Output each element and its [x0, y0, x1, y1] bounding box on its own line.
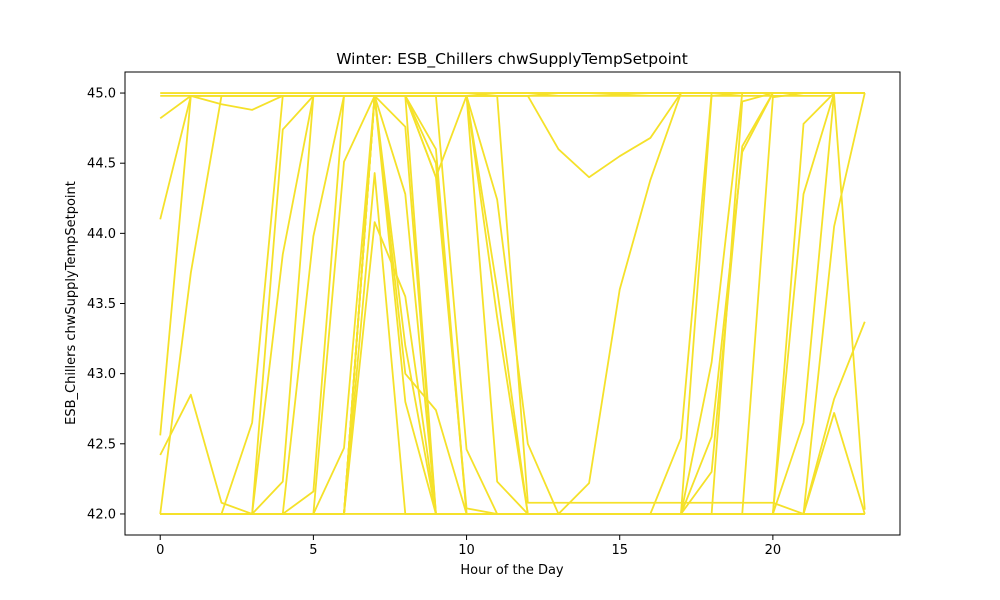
y-tick-label: 42.0 — [87, 507, 116, 522]
y-tick-label: 44.5 — [87, 157, 116, 172]
y-tick-label: 44.0 — [87, 227, 116, 242]
series-lines — [159, 92, 866, 515]
x-tick-label: 0 — [156, 543, 164, 558]
y-tick-label: 42.5 — [87, 437, 116, 452]
y-axis: 42.0 42.5 43.0 43.5 44.0 44.5 45.0 — [87, 87, 125, 522]
y-tick-label: 45.0 — [87, 87, 116, 102]
chart-title: Winter: ESB_Chillers chwSupplyTempSetpoi… — [336, 50, 688, 69]
x-tick-label: 10 — [458, 543, 475, 558]
y-tick-label: 43.0 — [87, 367, 116, 382]
y-tick-label: 43.5 — [87, 297, 116, 312]
y-axis-label: ESB_Chillers chwSupplyTempSetpoint — [64, 181, 79, 425]
x-axis-label: Hour of the Day — [460, 563, 564, 578]
x-tick-label: 20 — [765, 543, 782, 558]
x-axis: 0 5 10 15 20 — [156, 535, 781, 558]
x-tick-label: 15 — [611, 543, 628, 558]
x-tick-label: 5 — [309, 543, 317, 558]
